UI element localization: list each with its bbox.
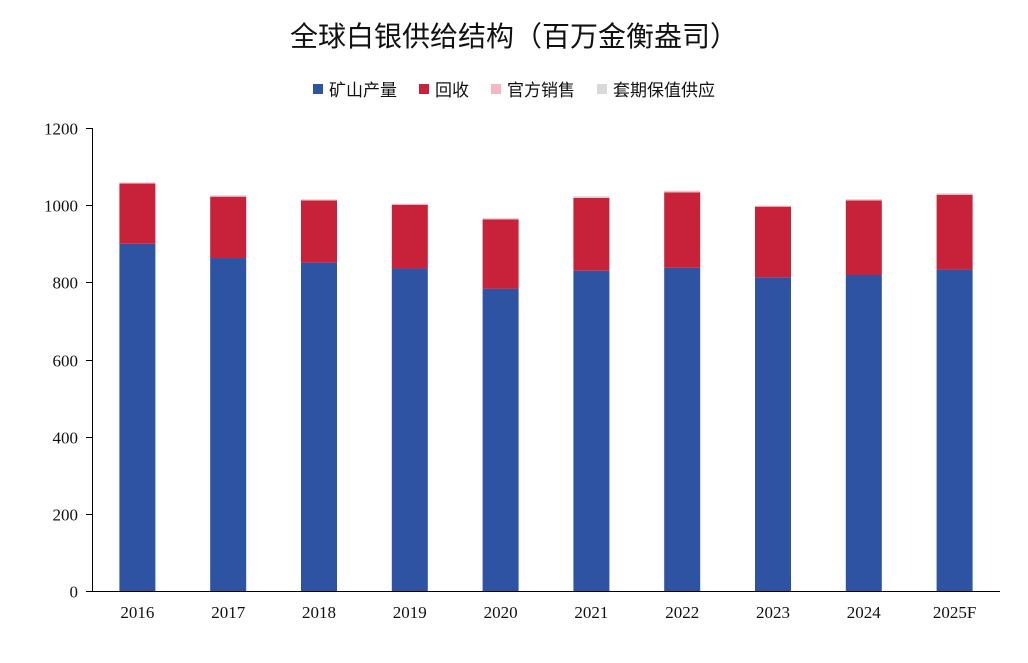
bar-s3 [573,196,610,198]
legend-label: 回收 [435,81,469,101]
bar-s1 [391,204,428,269]
bar-stack [391,203,428,591]
bar-s0 [301,262,337,591]
bar-stack [482,217,519,591]
bars [119,182,973,591]
y-tick-label: 400 [53,429,79,448]
legend-label: 矿山产量 [329,81,397,101]
bar-stack [755,205,791,591]
y-tick-label: 200 [53,506,79,525]
legend-label: 官方销售 [507,81,575,101]
legend-swatch [491,84,501,94]
x-tick-label: 2021 [574,603,608,622]
x-tick-label: 2022 [665,603,699,622]
bar-s0 [482,288,519,591]
bar-s2 [391,203,428,205]
bar-s1 [573,197,610,271]
bar-s1 [845,200,882,276]
bar-s1 [936,194,973,270]
bar-stack [119,182,156,591]
bar-s0 [391,268,428,591]
bar-s0 [755,277,791,591]
bar-s0 [664,267,701,591]
y-tick-label: 600 [53,352,79,371]
bar-s1 [301,200,337,263]
legend-swatch [313,84,323,94]
bar-s3 [210,195,247,197]
bar-s0 [845,275,882,591]
bar-stack [845,198,882,591]
bar-s3 [664,190,701,192]
x-tick-label: 2018 [302,603,336,622]
bar-s3 [845,198,882,201]
legend-swatch [419,84,429,94]
legend-item: 套期保值供应 [597,81,715,101]
y-tick-label: 1200 [44,120,78,139]
y-axis: 0 200 400 600 800 1000 1200 [44,120,93,602]
x-tick-label: 2016 [120,603,154,622]
x-tick-label: 2023 [756,603,790,622]
x-tick-label: 2025F [933,603,976,622]
bar-stack [210,195,247,591]
x-tick-label: 2020 [484,603,518,622]
bar-s3 [301,199,337,201]
chart-title: 全球白银供给结构（百万金衡盎司） [290,20,738,53]
bar-s1 [755,206,791,278]
bar-s2 [664,191,701,193]
x-axis: 2016 2017 2018 2019 2020 2021 2022 2023 2024 2025… [92,591,1000,622]
bar-s2 [119,182,156,184]
x-tick-label: 2019 [393,603,427,622]
bar-s1 [482,219,519,289]
bar-stack [936,193,973,591]
bar-s0 [119,243,156,591]
x-tick-label: 2017 [211,603,246,622]
bar-s1 [664,192,701,268]
x-tick-label: 2024 [847,603,882,622]
bar-s0 [573,270,610,591]
legend-label: 套期保值供应 [613,81,715,101]
y-tick-label: 800 [53,274,79,293]
bar-s1 [210,196,247,259]
bar-s2 [755,205,791,207]
bar-stack [573,196,610,591]
legend-item: 矿山产量 [313,81,397,101]
legend-swatch [597,84,607,94]
bar-s3 [936,193,973,195]
bar-s1 [119,183,156,244]
bar-stack [301,199,337,591]
bar-s3 [482,217,519,220]
y-tick-label: 1000 [44,197,78,216]
bar-stack [664,190,701,591]
bar-s0 [210,258,247,591]
legend-item: 官方销售 [491,81,575,101]
y-tick-label: 0 [70,583,79,602]
bar-s0 [936,269,973,591]
legend-item: 回收 [419,81,469,101]
legend: 矿山产量 回收 官方销售 套期保值供应 [313,81,715,101]
